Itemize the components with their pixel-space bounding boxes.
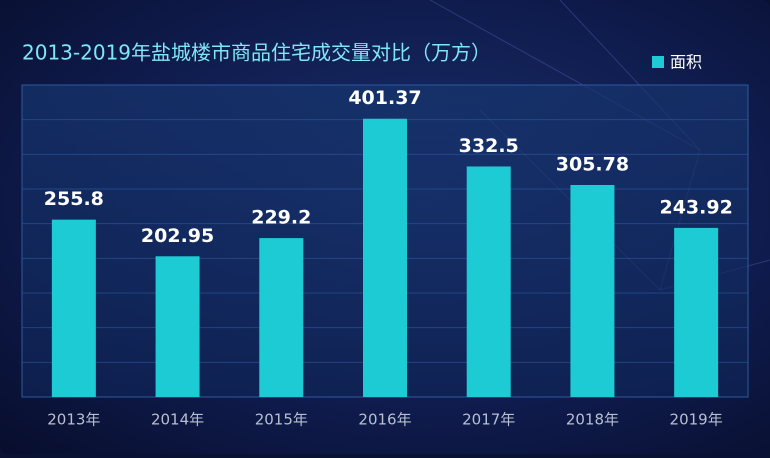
bar	[570, 184, 615, 397]
x-tick-label: 2014年	[151, 411, 204, 429]
bar	[363, 118, 407, 397]
legend-label: 面积	[670, 53, 702, 72]
bar	[51, 219, 96, 397]
value-label: 332.5	[459, 135, 519, 157]
value-label: 202.95	[141, 225, 214, 247]
value-label: 229.2	[251, 207, 311, 229]
bar	[259, 238, 304, 397]
x-tick-label: 2013年	[47, 411, 100, 429]
chart-title: 2013-2019年盐城楼市商品住宅成交量对比（万方）	[22, 41, 491, 65]
x-tick-label: 2015年	[255, 411, 308, 429]
value-label: 305.78	[556, 153, 629, 175]
value-label: 255.8	[44, 188, 104, 210]
x-tick-label: 2016年	[358, 411, 411, 429]
bar	[155, 256, 200, 397]
legend-swatch	[652, 56, 664, 68]
bar	[674, 227, 719, 397]
value-label: 243.92	[659, 196, 732, 218]
x-tick-label: 2018年	[566, 411, 619, 429]
bar	[466, 166, 511, 397]
x-tick-label: 2017年	[462, 411, 515, 429]
value-label: 401.37	[348, 87, 421, 109]
x-tick-label: 2019年	[670, 411, 723, 429]
